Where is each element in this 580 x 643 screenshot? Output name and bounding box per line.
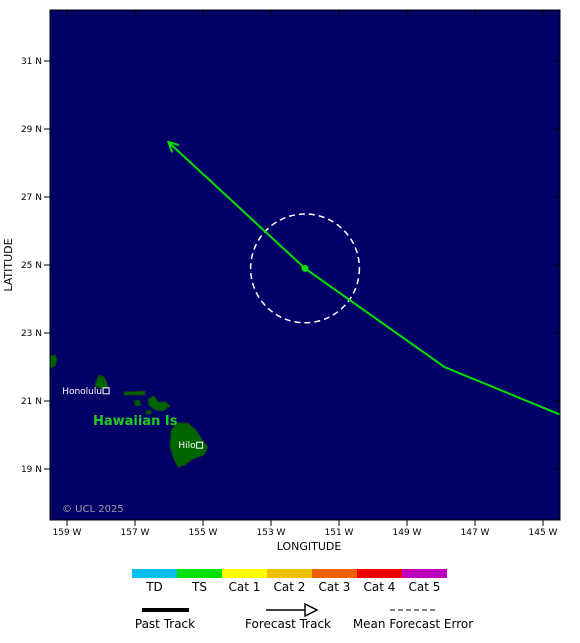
x-tick-label: 149 W bbox=[393, 528, 422, 538]
legend-swatch bbox=[312, 569, 357, 578]
legend-category-label: Cat 4 bbox=[364, 580, 396, 594]
y-axis-title: LATITUDE bbox=[2, 238, 15, 291]
city-markers: Honolulu Hilo bbox=[62, 387, 204, 451]
track-line-legend: Past Track Forecast Track Mean Forecast … bbox=[135, 610, 473, 631]
big-island bbox=[169, 422, 209, 468]
lanai-island bbox=[133, 399, 142, 407]
oahu-island bbox=[94, 374, 109, 390]
city-label: Honolulu bbox=[62, 387, 102, 397]
legend-swatch bbox=[402, 569, 447, 578]
legend-swatch bbox=[177, 569, 222, 578]
y-tick-label: 21 N bbox=[21, 397, 42, 407]
y-tick-label: 27 N bbox=[21, 193, 42, 203]
legend-category-label: Cat 5 bbox=[409, 580, 441, 594]
forecast-track-arrow bbox=[169, 143, 306, 270]
latitude-tick-marks: 31 N 29 N 27 N 25 N 23 N 21 N 19 N bbox=[21, 57, 560, 475]
mean-error-label: Mean Forecast Error bbox=[353, 617, 473, 631]
legend-swatch bbox=[267, 569, 312, 578]
legend-category-label: Cat 2 bbox=[274, 580, 306, 594]
y-tick-label: 25 N bbox=[21, 261, 42, 271]
legend-category-label: Cat 1 bbox=[229, 580, 261, 594]
legend-category-label: Cat 3 bbox=[319, 580, 351, 594]
forecast-track-line bbox=[304, 267, 560, 416]
y-tick-label: 29 N bbox=[21, 125, 42, 135]
molokai-island bbox=[123, 390, 146, 396]
mean-forecast-error-circle bbox=[249, 213, 361, 324]
kauai-island bbox=[50, 354, 58, 369]
kahoolawe-island bbox=[145, 409, 152, 415]
city-label: Hilo bbox=[178, 441, 196, 451]
longitude-tick-marks: 159 W 157 W 155 W 153 W 151 W 149 W 147 W 145 W bbox=[53, 10, 558, 538]
legend-swatch bbox=[132, 569, 177, 578]
legend-category-label: TD bbox=[145, 580, 163, 594]
storm-current-position-marker bbox=[301, 264, 309, 272]
x-axis-title: LONGITUDE bbox=[277, 540, 342, 553]
legend-swatch bbox=[357, 569, 402, 578]
city-marker-icon bbox=[102, 387, 110, 395]
region-label: Hawaiian Is bbox=[93, 414, 178, 429]
past-track-label: Past Track bbox=[135, 617, 195, 631]
plot-border bbox=[49, 9, 561, 521]
x-tick-label: 157 W bbox=[121, 528, 150, 538]
maui-island bbox=[147, 395, 171, 412]
y-tick-label: 23 N bbox=[21, 329, 42, 339]
x-tick-label: 155 W bbox=[189, 528, 218, 538]
x-tick-label: 151 W bbox=[325, 528, 354, 538]
legend-category-label: TS bbox=[191, 580, 207, 594]
forecast-track-label: Forecast Track bbox=[245, 617, 331, 631]
intensity-category-legend: TD TS Cat 1 Cat 2 Cat 3 Cat 4 Cat 5 bbox=[132, 569, 447, 594]
hawaiian-islands-landmass bbox=[50, 354, 209, 468]
legend-swatch bbox=[222, 569, 267, 578]
y-tick-label: 19 N bbox=[21, 465, 42, 475]
x-tick-label: 159 W bbox=[53, 528, 82, 538]
y-tick-label: 31 N bbox=[21, 57, 42, 67]
x-tick-label: 153 W bbox=[257, 528, 286, 538]
copyright-label: © UCL 2025 bbox=[62, 504, 124, 515]
x-tick-label: 147 W bbox=[461, 528, 490, 538]
city-marker-icon bbox=[196, 441, 204, 449]
x-tick-label: 145 W bbox=[529, 528, 558, 538]
